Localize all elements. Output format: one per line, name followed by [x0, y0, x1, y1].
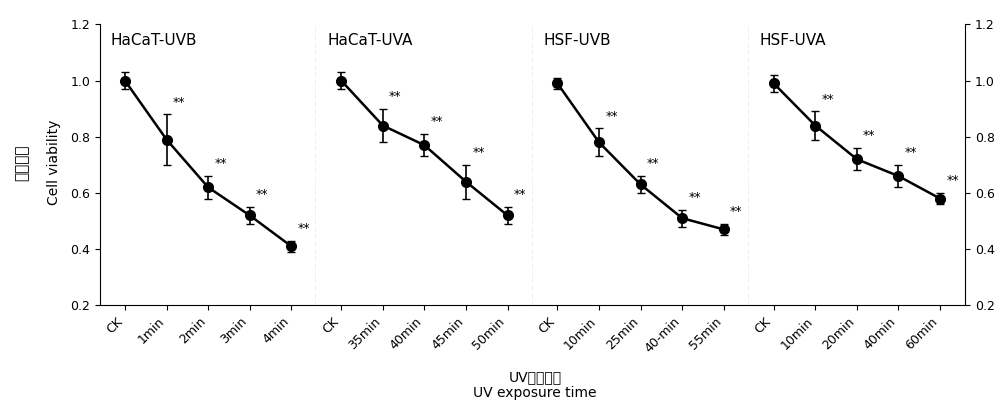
Text: **: **: [431, 115, 443, 128]
Text: **: **: [298, 222, 310, 235]
Text: **: **: [822, 93, 834, 106]
Text: UV exposure time: UV exposure time: [473, 386, 597, 400]
Text: HSF-UVA: HSF-UVA: [760, 33, 826, 48]
Text: **: **: [173, 96, 185, 109]
Text: **: **: [688, 191, 701, 204]
Text: 细胞活力: 细胞活力: [14, 144, 30, 181]
Text: **: **: [389, 90, 402, 103]
Text: **: **: [730, 205, 743, 218]
Text: UV照射时间: UV照射时间: [508, 371, 562, 385]
Text: HSF-UVB: HSF-UVB: [543, 33, 611, 48]
Text: Cell viability: Cell viability: [47, 120, 61, 206]
Text: **: **: [946, 174, 959, 187]
Text: **: **: [256, 188, 268, 201]
Text: **: **: [647, 158, 659, 171]
Text: **: **: [472, 146, 485, 159]
Text: **: **: [605, 110, 618, 123]
Text: **: **: [863, 129, 876, 142]
Text: **: **: [214, 158, 227, 171]
Text: **: **: [514, 188, 526, 201]
Text: HaCaT-UVA: HaCaT-UVA: [327, 33, 412, 48]
Text: HaCaT-UVB: HaCaT-UVB: [111, 33, 197, 48]
Text: **: **: [905, 146, 917, 159]
